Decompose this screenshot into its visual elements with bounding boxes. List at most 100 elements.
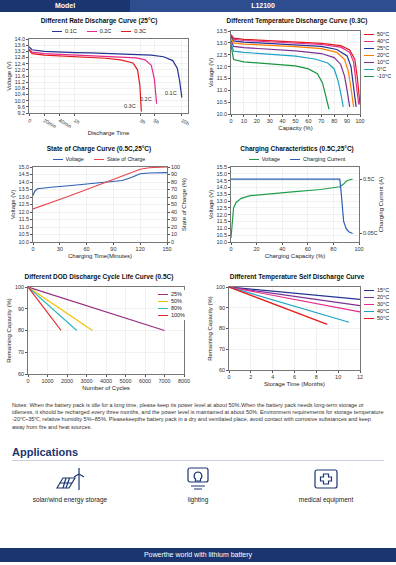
svg-text:100: 100 bbox=[216, 284, 225, 290]
svg-text:4: 4 bbox=[271, 374, 274, 380]
svg-text:12.5: 12.5 bbox=[18, 201, 29, 207]
svg-text:2000: 2000 bbox=[61, 378, 73, 384]
svg-text:3h: 3h bbox=[139, 117, 147, 125]
svg-text:90: 90 bbox=[171, 171, 177, 177]
svg-text:0: 0 bbox=[26, 378, 29, 384]
svg-text:11.2: 11.2 bbox=[15, 79, 25, 85]
svg-text:13.5: 13.5 bbox=[216, 28, 227, 34]
svg-text:50: 50 bbox=[171, 201, 177, 207]
svg-text:Charging Capacity (%): Charging Capacity (%) bbox=[265, 253, 325, 259]
svg-text:Voltage (V): Voltage (V) bbox=[10, 190, 16, 220]
svg-text:13.2: 13.2 bbox=[14, 48, 25, 54]
svg-text:9.6: 9.6 bbox=[17, 104, 25, 110]
svg-text:0: 0 bbox=[229, 246, 232, 252]
svg-text:20min: 20min bbox=[43, 117, 58, 129]
svg-text:50: 50 bbox=[292, 118, 298, 124]
svg-text:15.0: 15.0 bbox=[18, 164, 29, 170]
svg-text:5h: 5h bbox=[153, 117, 161, 125]
svg-text:7000: 7000 bbox=[158, 378, 170, 384]
svg-text:10: 10 bbox=[241, 118, 247, 124]
svg-text:30: 30 bbox=[267, 118, 273, 124]
svg-text:20: 20 bbox=[254, 118, 260, 124]
svg-text:10: 10 bbox=[171, 231, 177, 237]
svg-text:8000: 8000 bbox=[178, 378, 190, 384]
svg-text:Voltage (V): Voltage (V) bbox=[208, 190, 214, 220]
svg-text:90: 90 bbox=[110, 246, 116, 252]
svg-text:11.0: 11.0 bbox=[217, 225, 227, 231]
svg-text:6000: 6000 bbox=[139, 378, 151, 384]
svg-text:80: 80 bbox=[330, 246, 336, 252]
svg-text:6: 6 bbox=[293, 374, 296, 380]
svg-text:0.1C: 0.1C bbox=[165, 90, 177, 96]
svg-text:20: 20 bbox=[254, 246, 260, 252]
svg-text:Discharge Time: Discharge Time bbox=[88, 130, 130, 136]
svg-text:80: 80 bbox=[219, 325, 225, 331]
svg-text:70: 70 bbox=[219, 346, 225, 352]
svg-text:90: 90 bbox=[18, 306, 24, 312]
svg-text:15.5: 15.5 bbox=[216, 164, 227, 170]
svg-text:0.3C: 0.3C bbox=[124, 103, 136, 109]
svg-text:Different Rate Discharge Curve: Different Rate Discharge Curve (25°C) bbox=[41, 17, 158, 25]
svg-text:Different Temperature Discharg: Different Temperature Discharge Curve (0… bbox=[227, 17, 368, 25]
svg-text:Number of Cycles: Number of Cycles bbox=[82, 385, 130, 391]
svg-text:Storage Time (Months): Storage Time (Months) bbox=[264, 381, 325, 387]
svg-text:Voltage (V): Voltage (V) bbox=[6, 61, 12, 91]
svg-text:Remaining Capacity (%): Remaining Capacity (%) bbox=[6, 298, 12, 363]
svg-text:11.5: 11.5 bbox=[217, 218, 227, 224]
svg-text:12.0: 12.0 bbox=[14, 67, 25, 73]
svg-text:Voltage (V): Voltage (V) bbox=[208, 58, 214, 88]
svg-text:100: 100 bbox=[15, 284, 24, 290]
svg-text:12.0: 12.0 bbox=[216, 63, 227, 69]
svg-text:10.0: 10.0 bbox=[216, 111, 227, 117]
svg-text:12: 12 bbox=[357, 374, 363, 380]
svg-text:10.8: 10.8 bbox=[14, 85, 25, 91]
svg-text:60: 60 bbox=[305, 118, 311, 124]
svg-text:Different DOD Discharge Cycle: Different DOD Discharge Cycle Life Curve… bbox=[25, 273, 174, 281]
svg-text:10.0: 10.0 bbox=[18, 239, 29, 245]
svg-text:100: 100 bbox=[355, 118, 364, 124]
svg-text:90: 90 bbox=[219, 305, 225, 311]
svg-text:Charging Current (A): Charging Current (A) bbox=[378, 177, 384, 233]
svg-text:10.5: 10.5 bbox=[216, 232, 227, 238]
svg-text:10: 10 bbox=[335, 374, 341, 380]
svg-text:70: 70 bbox=[18, 349, 24, 355]
svg-text:11.0: 11.0 bbox=[217, 87, 227, 93]
svg-text:0.2C: 0.2C bbox=[140, 96, 152, 102]
svg-text:12.0: 12.0 bbox=[18, 209, 29, 215]
svg-text:15.0: 15.0 bbox=[216, 171, 227, 177]
svg-text:100: 100 bbox=[354, 246, 363, 252]
svg-text:80: 80 bbox=[18, 327, 24, 333]
svg-text:13.5: 13.5 bbox=[216, 191, 227, 197]
svg-text:11.0: 11.0 bbox=[19, 224, 29, 230]
svg-text:13.6: 13.6 bbox=[14, 42, 25, 48]
svg-text:12.5: 12.5 bbox=[216, 205, 227, 211]
svg-text:40: 40 bbox=[279, 246, 285, 252]
svg-text:10.5: 10.5 bbox=[216, 99, 227, 105]
svg-text:12.5: 12.5 bbox=[216, 52, 227, 58]
svg-text:60: 60 bbox=[305, 246, 311, 252]
svg-text:State of Charge (%): State of Charge (%) bbox=[181, 178, 187, 231]
svg-text:13.0: 13.0 bbox=[216, 40, 227, 46]
svg-text:70: 70 bbox=[171, 186, 177, 192]
svg-text:1000: 1000 bbox=[41, 378, 53, 384]
svg-text:70: 70 bbox=[318, 118, 324, 124]
svg-text:4000: 4000 bbox=[100, 378, 112, 384]
svg-text:60: 60 bbox=[18, 371, 24, 377]
svg-text:10.4: 10.4 bbox=[14, 91, 25, 97]
svg-text:10.0: 10.0 bbox=[216, 239, 227, 245]
svg-text:40min: 40min bbox=[58, 117, 73, 129]
svg-text:0: 0 bbox=[229, 118, 232, 124]
svg-text:5000: 5000 bbox=[119, 378, 131, 384]
svg-text:14.0: 14.0 bbox=[216, 184, 227, 190]
svg-text:0: 0 bbox=[171, 239, 174, 245]
svg-text:60: 60 bbox=[84, 246, 90, 252]
svg-text:13.0: 13.0 bbox=[18, 194, 29, 200]
svg-text:9.2: 9.2 bbox=[17, 110, 25, 116]
svg-text:14.0: 14.0 bbox=[18, 179, 29, 185]
svg-text:8: 8 bbox=[315, 374, 318, 380]
svg-text:60: 60 bbox=[171, 194, 177, 200]
svg-text:150: 150 bbox=[162, 246, 171, 252]
svg-text:0: 0 bbox=[31, 246, 34, 252]
svg-text:90: 90 bbox=[344, 118, 350, 124]
svg-text:11.5: 11.5 bbox=[19, 216, 29, 222]
